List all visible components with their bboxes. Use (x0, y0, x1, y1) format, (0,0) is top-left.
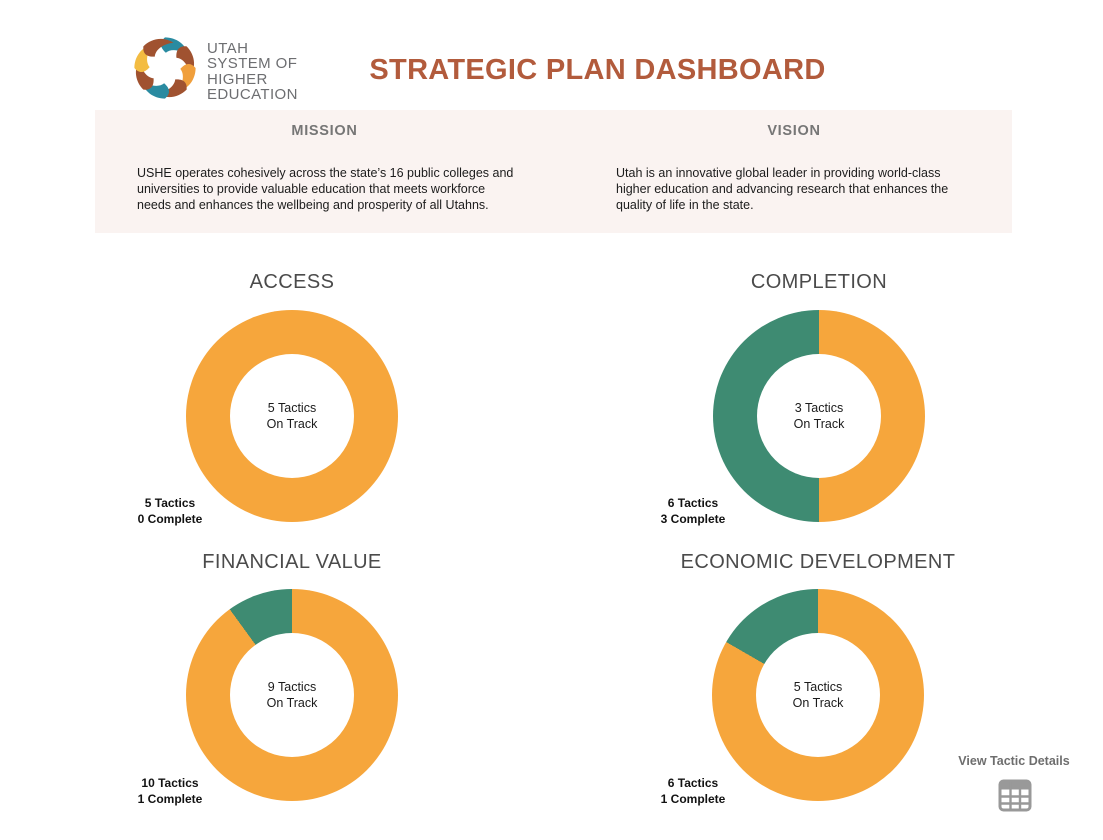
view-tactic-details-button[interactable]: View Tactic Details (958, 754, 1070, 768)
label-line2: 3 Complete (660, 511, 726, 526)
center-line2: On Track (266, 696, 318, 710)
vision-text: Utah is an innovative global leader in p… (616, 166, 949, 212)
donut-chart-financial-value[interactable]: 9 Tactics On Track (186, 589, 398, 801)
logo-line: HIGHER (207, 70, 268, 88)
ushe-logo-icon (134, 37, 196, 99)
chart-title-economic-development: ECONOMIC DEVELOPMENT (680, 551, 956, 573)
chart-title-financial-value: FINANCIAL VALUE (202, 551, 382, 573)
label-line1: 6 Tactics (667, 496, 719, 510)
donut-chart-completion[interactable]: 3 Tactics On Track (713, 310, 925, 522)
donut-center-label: 3 Tactics On Track (757, 354, 881, 478)
label-line1: 5 Tactics (144, 496, 196, 510)
mission-vision-band: MISSION VISION USHE operates cohesively … (95, 110, 1012, 233)
center-line2: On Track (266, 417, 318, 431)
center-line1: 9 Tactics (267, 680, 317, 694)
label-line1: 6 Tactics (667, 776, 719, 790)
mission-text: USHE operates cohesively across the stat… (137, 166, 514, 212)
center-line1: 5 Tactics (793, 680, 843, 694)
vision-heading: VISION (767, 123, 821, 139)
donut-chart-access[interactable]: 5 Tactics On Track (186, 310, 398, 522)
center-line1: 5 Tactics (267, 401, 317, 415)
chart-title-completion: COMPLETION (750, 271, 888, 293)
donut-chart-economic-development[interactable]: 5 Tactics On Track (712, 589, 924, 801)
center-line2: On Track (793, 417, 845, 431)
donut-center-label: 5 Tactics On Track (756, 633, 880, 757)
chart-title-access: ACCESS (249, 271, 335, 293)
logo-line: EDUCATION (207, 86, 298, 104)
logo-line: UTAH (207, 40, 249, 57)
mission-heading: MISSION (291, 123, 358, 139)
label-line2: 1 Complete (137, 791, 203, 806)
tactic-count-label-completion: 6 Tactics 3 Complete (637, 496, 749, 527)
label-line2: 0 Complete (137, 511, 203, 526)
logo-wordmark: UTAH SYSTEM OF HIGHER EDUCATION (207, 41, 298, 103)
label-line2: 1 Complete (660, 791, 726, 806)
center-line1: 3 Tactics (794, 401, 844, 415)
logo-line: SYSTEM OF (207, 55, 298, 73)
table-grid-icon[interactable] (998, 779, 1032, 812)
tactic-count-label-financial-value: 10 Tactics 1 Complete (114, 776, 226, 807)
label-line1: 10 Tactics (141, 776, 199, 790)
page-title: STRATEGIC PLAN DASHBOARD (369, 54, 826, 86)
tactic-count-label-economic-development: 6 Tactics 1 Complete (637, 776, 749, 807)
tactic-count-label-access: 5 Tactics 0 Complete (114, 496, 226, 527)
center-line2: On Track (792, 696, 844, 710)
donut-center-label: 9 Tactics On Track (230, 633, 354, 757)
donut-center-label: 5 Tactics On Track (230, 354, 354, 478)
